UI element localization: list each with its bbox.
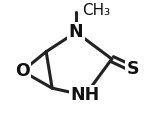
Text: N: N [69,23,83,41]
Text: NH: NH [70,86,100,104]
Text: S: S [126,60,139,78]
Text: O: O [15,62,30,80]
Text: CH₃: CH₃ [82,3,110,18]
